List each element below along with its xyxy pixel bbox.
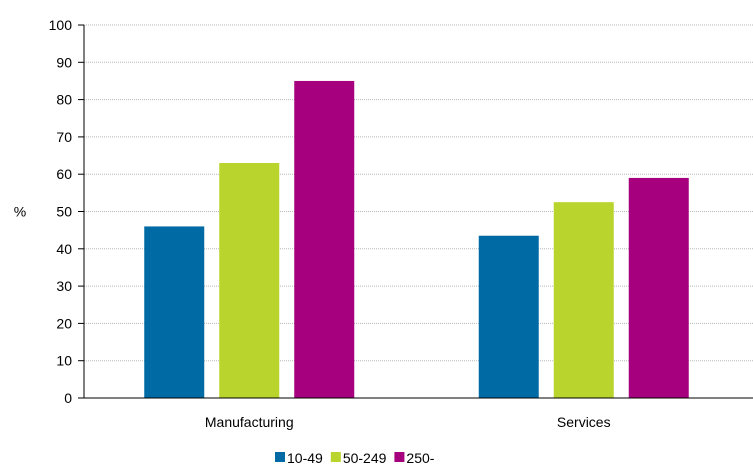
- legend-label: 50-249: [343, 450, 387, 466]
- y-tick-label: 40: [56, 241, 72, 257]
- y-tick-label: 70: [56, 129, 72, 145]
- y-tick-label: 80: [56, 92, 72, 108]
- y-axis-ticks: 0 10 20 30 40 50 60 70 80 90 100: [49, 17, 84, 406]
- bars: [144, 80, 689, 398]
- bar-10-49-manufacturing: [144, 226, 205, 398]
- legend-label: 250-: [406, 450, 434, 466]
- y-axis-title: %: [14, 204, 26, 220]
- x-category-label: Services: [557, 414, 611, 430]
- y-tick-label: 30: [56, 278, 72, 294]
- legend-label: 10-49: [287, 450, 323, 466]
- bar-10-49-services: [478, 235, 539, 398]
- legend-item: 250-: [394, 450, 435, 466]
- legend-swatch: [394, 452, 405, 462]
- legend-item: 10-49: [275, 450, 323, 466]
- bar-50-249-services: [553, 202, 614, 398]
- y-tick-label: 20: [56, 315, 72, 331]
- legend-swatch: [275, 452, 285, 462]
- x-axis-categories: Manufacturing Services: [205, 414, 611, 430]
- legend-item: 50-249: [330, 450, 387, 466]
- y-tick-label: 90: [56, 54, 72, 70]
- gridlines: [84, 24, 753, 362]
- y-tick-label: 50: [56, 204, 72, 220]
- y-tick-label: 0: [64, 390, 72, 406]
- y-tick-label: 100: [49, 17, 73, 33]
- x-category-label: Manufacturing: [205, 414, 294, 430]
- y-tick-label: 10: [56, 353, 72, 369]
- y-tick-label: 60: [56, 166, 72, 182]
- bar-250--manufacturing: [294, 80, 355, 398]
- legend: 10-49 50-249 250-: [275, 450, 435, 466]
- bar-50-249-manufacturing: [219, 163, 280, 398]
- legend-swatch: [330, 452, 341, 462]
- bar-250--services: [628, 177, 689, 398]
